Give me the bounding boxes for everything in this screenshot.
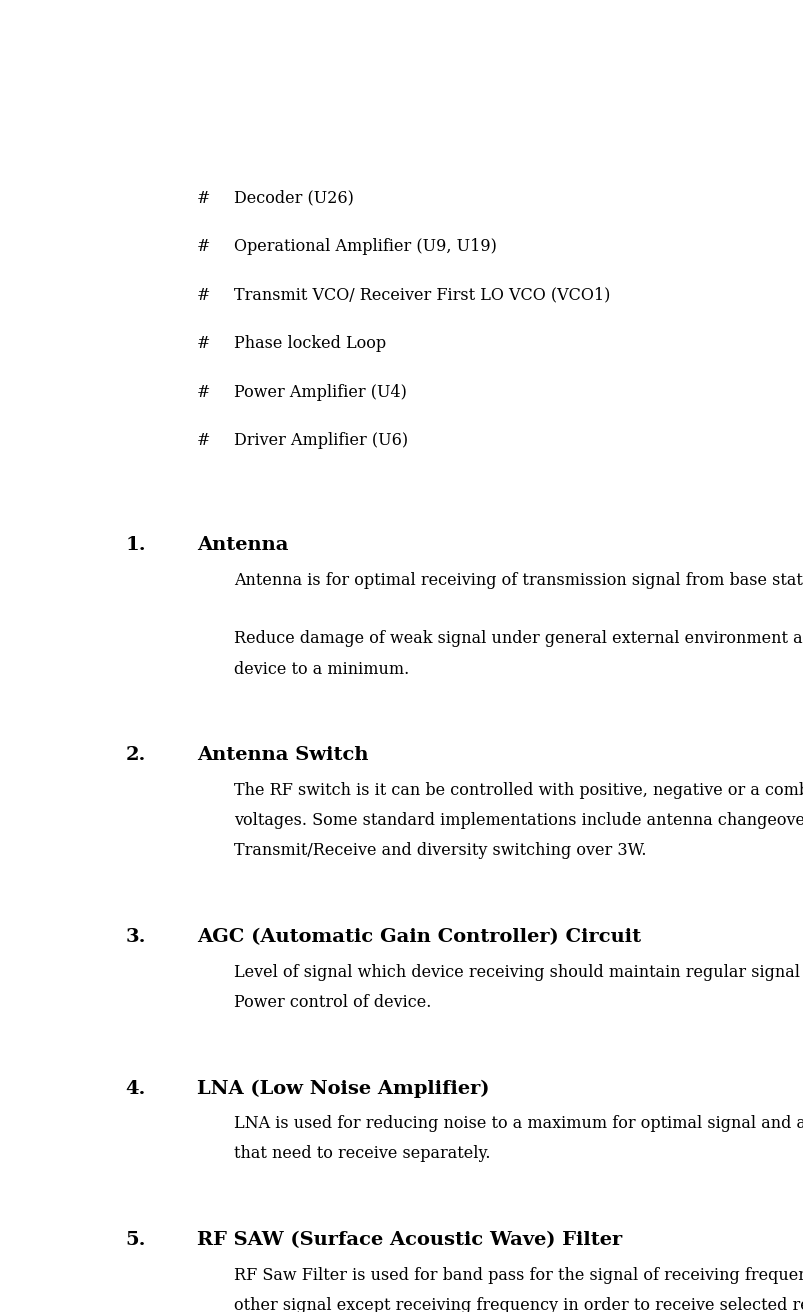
Text: RF Saw Filter is used for band pass for the signal of receiving frequency and re: RF Saw Filter is used for band pass for …	[234, 1266, 803, 1283]
Text: 1.: 1.	[125, 537, 146, 554]
Text: Power Amplifier (U4): Power Amplifier (U4)	[234, 383, 407, 400]
Text: Antenna is for optimal receiving of transmission signal from base station.: Antenna is for optimal receiving of tran…	[234, 572, 803, 589]
Text: LNA (Low Noise Amplifier): LNA (Low Noise Amplifier)	[197, 1080, 489, 1098]
Text: Transmit/Receive and diversity switching over 3W.: Transmit/Receive and diversity switching…	[234, 842, 646, 859]
Text: #: #	[197, 287, 210, 304]
Text: The RF switch is it can be controlled with positive, negative or a combination o: The RF switch is it can be controlled wi…	[234, 782, 803, 799]
Text: Decoder (U26): Decoder (U26)	[234, 190, 354, 207]
Text: voltages. Some standard implementations include antenna changeover,: voltages. Some standard implementations …	[234, 812, 803, 829]
Text: Operational Amplifier (U9, U19): Operational Amplifier (U9, U19)	[234, 239, 497, 256]
Text: Antenna Switch: Antenna Switch	[197, 747, 368, 765]
Text: that need to receive separately.: that need to receive separately.	[234, 1145, 491, 1162]
Text: 5.: 5.	[125, 1232, 145, 1249]
Text: LNA is used for reducing noise to a maximum for optimal signal and amplify signa: LNA is used for reducing noise to a maxi…	[234, 1115, 803, 1132]
Text: #: #	[197, 432, 210, 449]
Text: Phase locked Loop: Phase locked Loop	[234, 336, 386, 352]
Text: Level of signal which device receiving should maintain regular signal and AGC is: Level of signal which device receiving s…	[234, 963, 803, 980]
Text: 4.: 4.	[125, 1080, 145, 1098]
Text: Antenna: Antenna	[197, 537, 288, 554]
Text: 3.: 3.	[125, 929, 145, 946]
Text: 2.: 2.	[125, 747, 145, 765]
Text: AGC (Automatic Gain Controller) Circuit: AGC (Automatic Gain Controller) Circuit	[197, 929, 641, 946]
Text: Transmit VCO/ Receiver First LO VCO (VCO1): Transmit VCO/ Receiver First LO VCO (VCO…	[234, 287, 610, 304]
Text: #: #	[197, 190, 210, 207]
Text: #: #	[197, 239, 210, 256]
Text: Power control of device.: Power control of device.	[234, 994, 431, 1012]
Text: device to a minimum.: device to a minimum.	[234, 660, 410, 677]
Text: Reduce damage of weak signal under general external environment and voltage from: Reduce damage of weak signal under gener…	[234, 630, 803, 647]
Text: #: #	[197, 336, 210, 352]
Text: RF SAW (Surface Acoustic Wave) Filter: RF SAW (Surface Acoustic Wave) Filter	[197, 1232, 622, 1249]
Text: Driver Amplifier (U6): Driver Amplifier (U6)	[234, 432, 408, 449]
Text: other signal except receiving frequency in order to receive selected receiving f: other signal except receiving frequency …	[234, 1298, 803, 1312]
Text: #: #	[197, 383, 210, 400]
